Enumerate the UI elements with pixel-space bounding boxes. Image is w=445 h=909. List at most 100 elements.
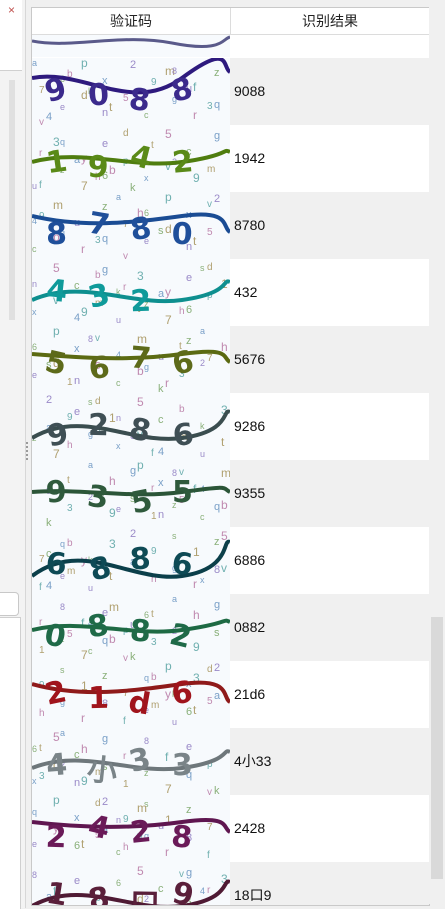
svg-text:3: 3: [126, 741, 154, 780]
svg-text:5: 5: [207, 227, 213, 238]
svg-text:c: c: [74, 280, 80, 292]
svg-text:2: 2: [88, 492, 93, 502]
svg-text:2: 2: [166, 617, 195, 656]
left-tab-strip: ×: [0, 0, 22, 71]
table-row[interactable]: 8 1 s h a 3 u m c 5 x p e 7 z r g 2 t k b 4 v n d 6 5 6 7 6 5676: [32, 326, 429, 393]
svg-text:3: 3: [109, 537, 116, 551]
svg-text:5: 5: [179, 495, 185, 506]
table-row[interactable]: d 6 y q f 8 1 s h a 3 u m 5 x p e 7 z r g 9 2 t k b 2 1 d 6 21d6: [32, 661, 429, 728]
svg-text:d: d: [53, 758, 60, 772]
svg-text:6: 6: [170, 546, 195, 583]
left-text-area[interactable]: [0, 617, 21, 909]
svg-text:t: t: [67, 475, 70, 486]
svg-text:8: 8: [128, 210, 154, 248]
svg-text:9: 9: [123, 814, 129, 825]
svg-text:2: 2: [130, 59, 136, 71]
svg-text:r: r: [39, 617, 43, 628]
table-row[interactable]: 1 s h a 3 u m c 5 x p e 7 z r g 9 t k b 4 v n d 6 y 4 3 2 432: [32, 259, 429, 326]
svg-text:x: x: [74, 343, 80, 355]
table-row[interactable]: n d 6 y q f 8 1 s h a 3 m c 5 x p e 7 z r g 9 2 t k 4 小 3 3 4小33: [32, 728, 429, 795]
svg-text:g: g: [130, 465, 136, 477]
left-input-field[interactable]: [0, 592, 19, 616]
pane-splitter-handle[interactable]: [25, 440, 29, 470]
svg-text:q: q: [74, 903, 80, 906]
svg-text:5: 5: [221, 529, 228, 543]
svg-text:x: x: [144, 173, 149, 183]
svg-text:h: h: [179, 306, 185, 317]
svg-text:2: 2: [46, 394, 52, 406]
svg-text:3: 3: [95, 235, 101, 246]
table-row[interactable]: 6 y q f 8 1 s h a 3 u m c 5 p e 7 z r g 9 2 t k b 4 0 8 8 2 0882: [32, 594, 429, 661]
svg-text:p: p: [137, 460, 144, 472]
table-row[interactable]: v n d 6 y q f 8 1 s h a u m c 5 x p e 7 z r g 9 2 t 2 4 2 8 2428: [32, 795, 429, 862]
svg-text:c: c: [144, 110, 149, 120]
svg-text:7: 7: [39, 85, 45, 96]
svg-text:h: h: [123, 842, 129, 853]
close-icon[interactable]: ×: [8, 3, 16, 17]
svg-text:c: c: [158, 883, 164, 895]
svg-text:g: g: [60, 697, 65, 707]
svg-text:6: 6: [102, 170, 108, 182]
svg-text:b: b: [109, 163, 116, 177]
svg-text:d: d: [95, 798, 101, 809]
svg-text:6: 6: [144, 208, 149, 218]
svg-text:3: 3: [39, 771, 45, 782]
svg-text:5: 5: [42, 344, 70, 383]
svg-text:8: 8: [32, 870, 37, 880]
svg-text:5: 5: [207, 696, 213, 707]
svg-text:v: v: [53, 293, 59, 307]
svg-text:k: k: [46, 517, 52, 527]
svg-text:1: 1: [123, 779, 129, 790]
column-header-captcha[interactable]: 验证码: [32, 8, 231, 34]
svg-text:x: x: [74, 812, 80, 824]
svg-text:q: q: [102, 233, 108, 245]
table-row[interactable]: 4vnd6yqf81sa3umc5xpe7zrg9218口918口9: [32, 862, 429, 906]
table-row[interactable]: a 3 u m c 5 x p e 7 z r g 9 2 t k b 4 n d 6 y q f 8 9 0 8 8 9088: [32, 58, 429, 125]
svg-text:2: 2: [60, 760, 65, 770]
column-header-result[interactable]: 识别结果: [302, 13, 358, 29]
svg-text:q: q: [214, 501, 220, 513]
scrollbar-thumb[interactable]: [431, 617, 443, 879]
table-row[interactable]: q f 8 1 s h a 3 u m c 5 x p e z r g 9 2 t k b 4 v n 9 3 5 5 9355: [32, 460, 429, 527]
svg-text:f: f: [165, 750, 169, 764]
svg-text:c: c: [186, 146, 192, 158]
recognition-result: 18口9: [234, 887, 272, 903]
svg-text:e: e: [102, 138, 108, 150]
svg-text:2: 2: [214, 662, 220, 674]
svg-text:6: 6: [186, 706, 192, 718]
svg-text:v: v: [165, 159, 171, 173]
svg-text:f: f: [81, 616, 85, 630]
svg-text:t: t: [221, 435, 225, 449]
svg-text:0: 0: [41, 617, 68, 655]
svg-text:3: 3: [85, 277, 113, 316]
svg-text:7: 7: [123, 219, 129, 230]
table-row[interactable]: h a 3 u m c 5 x p e 7 z r g 9 2 t k b v n d 6 y q f 1 9 4 2 1942: [32, 125, 429, 192]
svg-text:y: y: [123, 251, 128, 259]
svg-text:z: z: [102, 670, 108, 682]
svg-text:p: p: [165, 661, 172, 673]
svg-text:1: 1: [44, 876, 70, 906]
svg-text:h: h: [151, 574, 157, 585]
svg-text:a: a: [158, 288, 165, 300]
left-scrollbar[interactable]: [9, 80, 15, 320]
svg-text:n: n: [102, 107, 108, 119]
svg-text:a: a: [32, 58, 37, 68]
table-row[interactable]: y q f 8 1 s h a 3 u m c 5 x e 7 z r g 9 2 t k b 4 v 6 8 8 6 6886: [32, 527, 429, 594]
svg-text:m: m: [221, 466, 230, 480]
svg-text:a: a: [88, 460, 93, 470]
table-scrollbar[interactable]: [429, 7, 445, 904]
svg-text:3: 3: [193, 671, 200, 685]
svg-text:4: 4: [127, 138, 156, 177]
svg-text:h: h: [221, 340, 228, 354]
svg-text:d: d: [165, 222, 172, 236]
table-row[interactable]: s h a 3 u m c 5 x p e 7 z r g 9 2 t b 4 v n d 6 y q 8 7 8 0 8780: [32, 192, 429, 259]
svg-text:q: q: [32, 807, 37, 817]
svg-text:c: c: [158, 414, 164, 426]
svg-text:4: 4: [74, 312, 80, 324]
svg-text:s: s: [46, 359, 52, 371]
table-row[interactable]: f 8 1 s h a 3 u m c 5 x p e 7 z g 9 2 t k b 4 v n d 9 2 8 6 9286: [32, 393, 429, 460]
svg-text:6: 6: [74, 840, 80, 852]
